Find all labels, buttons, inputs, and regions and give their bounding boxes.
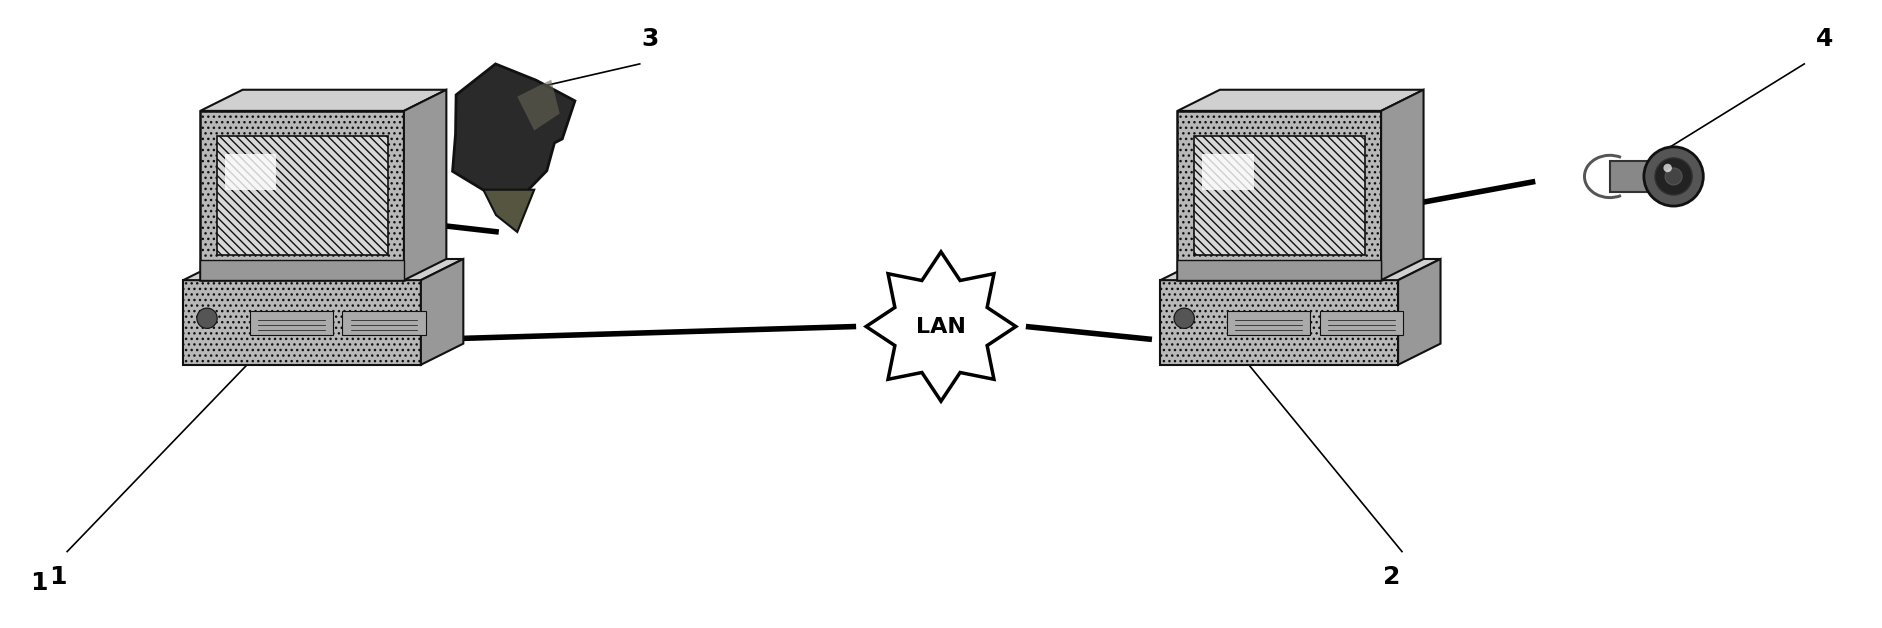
- Bar: [1161, 280, 1398, 365]
- Bar: [226, 154, 277, 190]
- Bar: [1203, 154, 1253, 190]
- Text: 2: 2: [1383, 565, 1400, 588]
- Polygon shape: [866, 252, 1016, 401]
- Polygon shape: [484, 190, 534, 232]
- Bar: [199, 111, 405, 280]
- Bar: [1227, 311, 1310, 335]
- Bar: [1193, 136, 1364, 255]
- Bar: [199, 260, 405, 280]
- Bar: [250, 311, 333, 335]
- Bar: [1178, 260, 1381, 280]
- Circle shape: [1654, 158, 1692, 195]
- Circle shape: [1643, 147, 1703, 206]
- Bar: [343, 311, 425, 335]
- Circle shape: [1664, 164, 1671, 172]
- Bar: [183, 280, 422, 365]
- Polygon shape: [452, 64, 574, 199]
- Circle shape: [198, 308, 216, 328]
- Polygon shape: [1161, 259, 1440, 280]
- Polygon shape: [1178, 90, 1423, 111]
- Polygon shape: [1381, 90, 1423, 280]
- Polygon shape: [518, 80, 559, 131]
- Bar: [1178, 111, 1381, 280]
- Polygon shape: [405, 90, 446, 280]
- Polygon shape: [422, 259, 463, 365]
- Polygon shape: [183, 259, 463, 280]
- Bar: [1319, 311, 1402, 335]
- Circle shape: [1666, 168, 1683, 185]
- Polygon shape: [199, 90, 446, 111]
- Circle shape: [1174, 308, 1195, 328]
- Text: 4: 4: [1816, 27, 1833, 51]
- Polygon shape: [1609, 161, 1662, 192]
- Text: 3: 3: [642, 27, 659, 51]
- Bar: [216, 136, 388, 255]
- Polygon shape: [1398, 259, 1440, 365]
- Text: LAN: LAN: [917, 317, 965, 337]
- Text: 1: 1: [30, 571, 47, 595]
- Text: 1: 1: [49, 565, 66, 588]
